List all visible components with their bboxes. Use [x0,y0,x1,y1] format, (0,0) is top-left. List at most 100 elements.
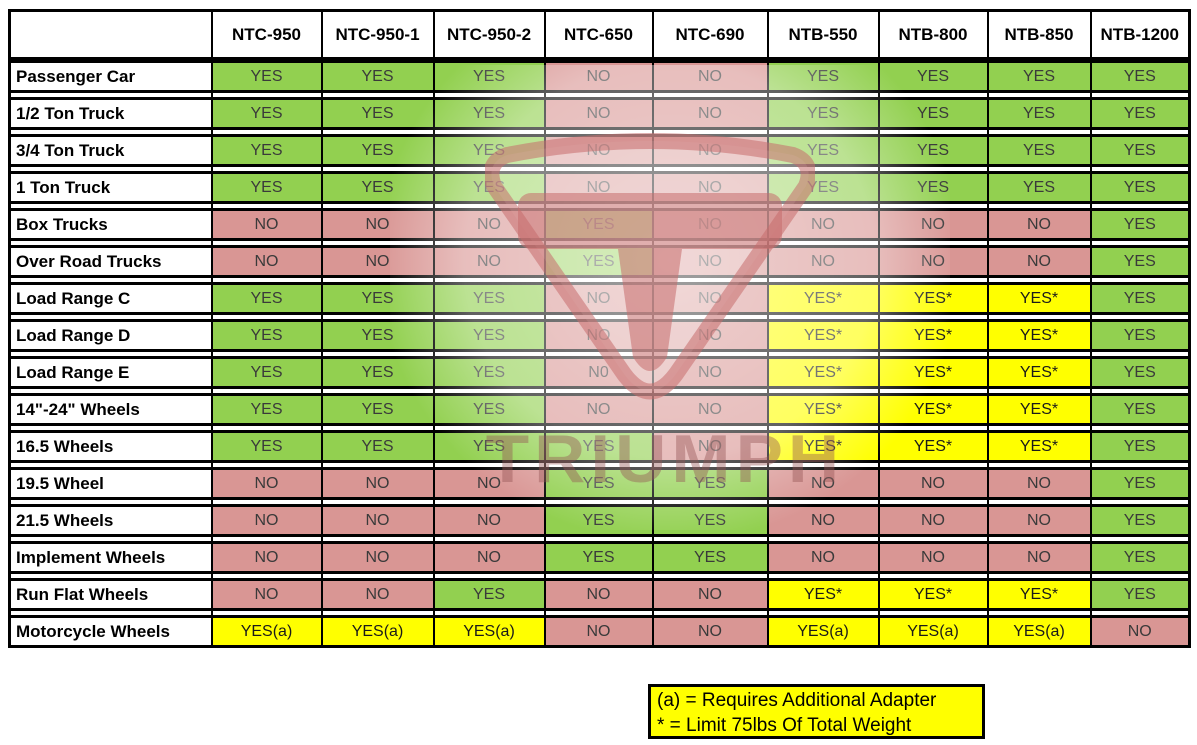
table-cell: NO [543,60,654,93]
spacer-cell [877,313,989,321]
table-cell: YES [766,134,880,167]
spacer-cell [210,165,323,173]
table-cell: NO [766,245,880,278]
spacer-cell [8,535,213,543]
spacer-cell [877,609,989,617]
spacer-cell [766,239,880,247]
spacer-cell [986,276,1092,284]
table-cell: NO [543,134,654,167]
spacer-cell [651,202,769,210]
table-cell: YES [1089,97,1191,130]
table-cell: YES [877,97,989,130]
spacer-cell [1089,239,1191,247]
row-spacer [8,498,1191,506]
spacer-cell [210,313,323,321]
spacer-cell [766,424,880,432]
spacer-cell [210,424,323,432]
spacer-cell [543,498,654,506]
spacer-cell [432,572,546,580]
table-cell: YES [543,208,654,241]
row-spacer [8,572,1191,580]
spacer-cell [543,387,654,395]
spacer-cell [766,609,880,617]
table-cell: YES [210,319,323,352]
table-cell: NO [651,97,769,130]
spacer-cell [320,461,435,469]
spacer-cell [986,609,1092,617]
row-spacer [8,535,1191,543]
spacer-cell [210,572,323,580]
table-cell: NO [320,504,435,537]
table-cell: NO [986,504,1092,537]
table-cell: YES* [986,282,1092,315]
spacer-cell [877,128,989,136]
table-cell: YES [1089,282,1191,315]
spacer-cell [766,387,880,395]
table-row: Load Range E YES YES YES N0 NO YES* YES* YES* YES [8,356,1191,389]
table-cell: YES(a) [210,615,323,648]
table-cell: YES [320,430,435,463]
spacer-cell [432,91,546,99]
table-cell: NO [766,208,880,241]
table-cell: YES [432,282,546,315]
spacer-cell [986,498,1092,506]
table-cell: YES* [986,393,1092,426]
table-cell: YES* [766,578,880,611]
spacer-cell [210,387,323,395]
spacer-cell [877,535,989,543]
table-cell: NO [651,245,769,278]
column-header: NTC-690 [651,9,769,60]
table-cell: NO [877,467,989,500]
spacer-cell [432,498,546,506]
table-cell: YES [766,60,880,93]
spacer-cell [8,202,213,210]
table-row: 14"-24" Wheels YES YES YES NO NO YES* YES* YES* Y… [8,393,1191,426]
table-cell: NO [651,578,769,611]
spacer-cell [432,58,546,62]
spacer-cell [1089,313,1191,321]
table-row: 16.5 Wheels YES YES YES YES NO YES* YES* YES* YES [8,430,1191,463]
table-cell: YES [210,393,323,426]
spacer-cell [543,276,654,284]
table-row: Passenger Car YES YES YES NO NO YES YES YES YES [8,60,1191,93]
spacer-cell [543,535,654,543]
spacer-cell [1089,202,1191,210]
spacer-cell [432,276,546,284]
table-cell: NO [320,208,435,241]
table-cell: NO [210,504,323,537]
spacer-cell [8,609,213,617]
spacer-cell [986,128,1092,136]
spacer-cell [432,202,546,210]
spacer-cell [210,461,323,469]
table-cell: YES [1089,578,1191,611]
spacer-cell [8,239,213,247]
table-cell: YES* [877,430,989,463]
spacer-cell [766,461,880,469]
table-cell: YES* [877,356,989,389]
table-cell: YES* [877,319,989,352]
spacer-cell [8,58,213,62]
table-cell: YES [210,171,323,204]
header-row: NTC-950 NTC-950-1 NTC-950-2 NTC-650 NTC-690 N… [8,9,1191,60]
table-cell: YES [986,60,1092,93]
table-cell: NO [651,282,769,315]
column-header: NTC-950 [210,9,323,60]
spacer-cell [651,128,769,136]
row-label: Run Flat Wheels [8,578,213,611]
spacer-cell [432,128,546,136]
row-label: 19.5 Wheel [8,467,213,500]
table-cell: YES [1089,60,1191,93]
spacer-cell [986,202,1092,210]
spacer-cell [320,202,435,210]
table-cell: NO [432,245,546,278]
spacer-cell [766,313,880,321]
spacer-cell [651,276,769,284]
table-cell: NO [766,467,880,500]
column-header: NTB-800 [877,9,989,60]
spacer-cell [651,350,769,358]
spacer-cell [1089,91,1191,99]
spacer-cell [877,572,989,580]
table-cell: YES(a) [432,615,546,648]
spacer-cell [651,387,769,395]
table-cell: NO [986,245,1092,278]
